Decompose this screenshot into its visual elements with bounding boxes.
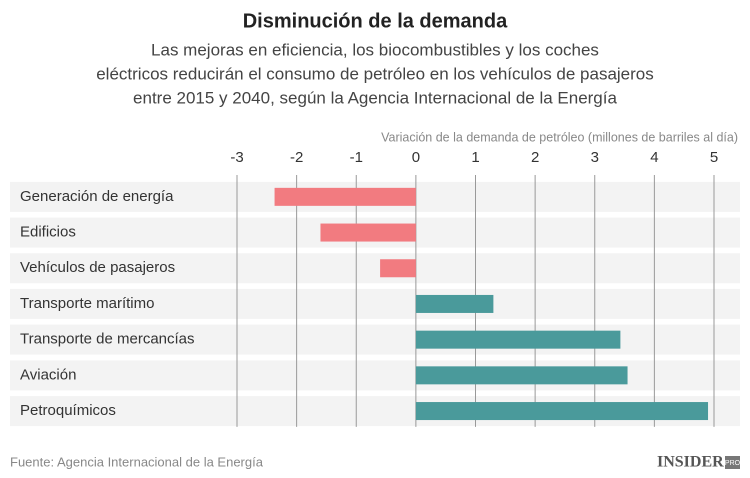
logo-badge: PRO bbox=[725, 460, 741, 467]
bar bbox=[415, 402, 709, 421]
x-tick-label: 0 bbox=[412, 149, 420, 166]
category-label: Generación de energía bbox=[20, 188, 174, 205]
x-tick-label: -3 bbox=[230, 149, 243, 166]
bar bbox=[415, 366, 628, 385]
source: Fuente: Agencia Internacional de la Ener… bbox=[10, 454, 264, 469]
subtitle: entre 2015 y 2040, según la Agencia Inte… bbox=[133, 88, 617, 107]
category-label: Petroquímicos bbox=[20, 402, 116, 419]
category-label: Vehículos de pasajeros bbox=[20, 259, 175, 276]
x-tick-label: 3 bbox=[591, 149, 599, 166]
subtitle: eléctricos reducirán el consumo de petró… bbox=[96, 64, 654, 83]
bar bbox=[320, 223, 416, 242]
bar bbox=[415, 330, 621, 349]
bar bbox=[380, 259, 416, 278]
bar bbox=[274, 187, 416, 206]
category-label: Edificios bbox=[20, 224, 76, 241]
category-label: Aviación bbox=[20, 366, 76, 383]
x-tick-label: -2 bbox=[290, 149, 303, 166]
category-label: Transporte de mercancías bbox=[20, 331, 195, 348]
bar bbox=[415, 294, 494, 313]
subtitle: Las mejoras en eficiencia, los biocombus… bbox=[151, 40, 599, 59]
x-tick-label: 4 bbox=[650, 149, 658, 166]
x-tick-label: 1 bbox=[471, 149, 479, 166]
x-tick-label: 5 bbox=[710, 149, 718, 166]
row-background bbox=[10, 253, 740, 284]
logo-badge-bg bbox=[725, 456, 740, 469]
logo: INSIDER bbox=[657, 454, 724, 471]
row-background bbox=[10, 360, 740, 391]
row-background bbox=[10, 288, 740, 319]
x-tick-label: 2 bbox=[531, 149, 539, 166]
x-tick-label: -1 bbox=[350, 149, 363, 166]
chart-title: Disminución de la demanda bbox=[243, 10, 508, 32]
category-label: Transporte marítimo bbox=[20, 295, 154, 312]
axis-label: Variación de la demanda de petróleo (mil… bbox=[381, 130, 738, 144]
